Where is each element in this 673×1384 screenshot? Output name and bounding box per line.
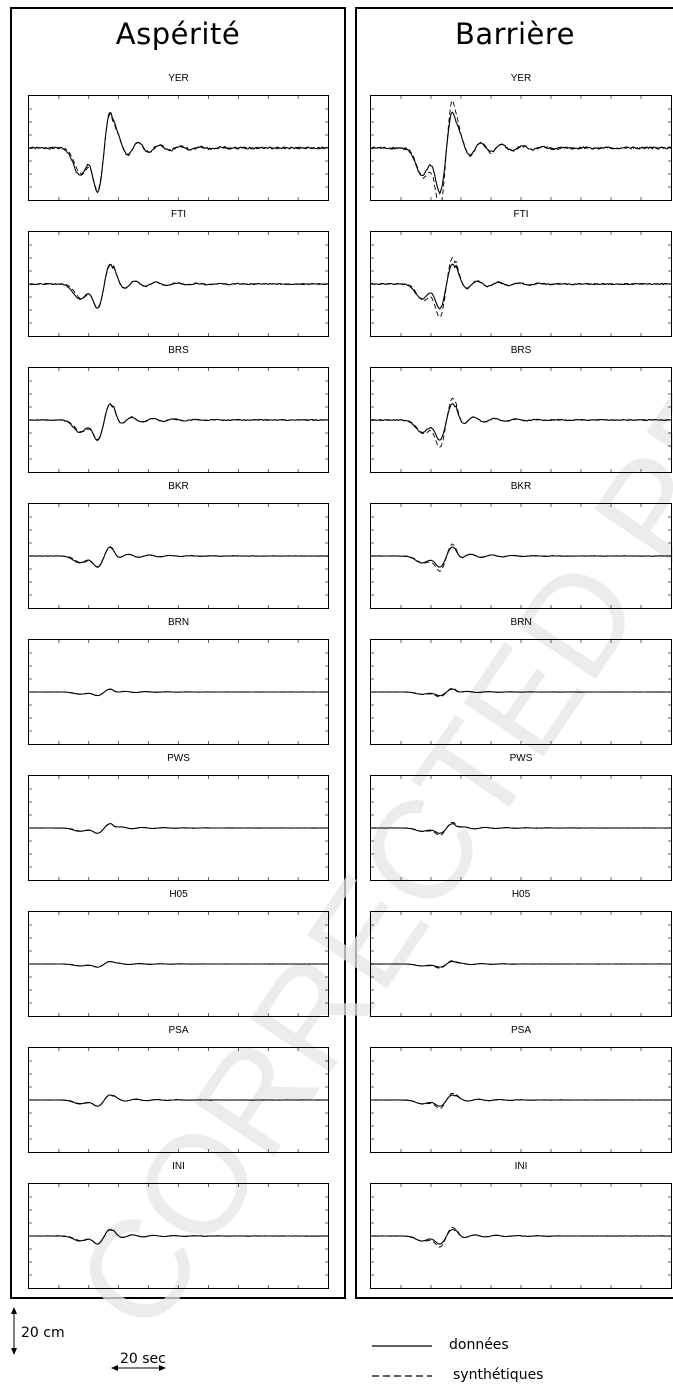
trace-plot-brs (370, 367, 672, 473)
trace-svg (371, 640, 671, 744)
trace-svg (371, 504, 671, 608)
trace-plot-pws (370, 775, 672, 881)
synthetic-trace (371, 1092, 671, 1109)
synthetic-trace (29, 113, 328, 192)
trace-plot-yer (28, 95, 329, 201)
synthetic-trace (371, 397, 671, 448)
data-trace (29, 546, 328, 568)
trace-svg (371, 912, 671, 1016)
data-trace (29, 1094, 328, 1107)
data-trace (371, 1228, 671, 1245)
trace-svg (371, 368, 671, 472)
trace-plot-fti (28, 231, 329, 337)
legend-synthetic-label: synthétiques (453, 1367, 544, 1383)
station-label: PWS (167, 753, 190, 764)
trace-plot-brn (28, 639, 329, 745)
time-scale-label: 20 sec (120, 1351, 166, 1367)
data-trace (371, 1094, 671, 1107)
station-label: FTI (171, 209, 186, 220)
data-trace (29, 1229, 328, 1245)
synthetic-trace (371, 960, 671, 969)
panel-barrier: Barrière (355, 7, 673, 1299)
station-label: FTI (513, 209, 529, 220)
station-label: PSA (510, 1025, 531, 1036)
trace-svg (29, 640, 328, 744)
synthetic-trace (29, 688, 328, 696)
trace-svg (29, 1184, 328, 1288)
synthetic-trace (371, 99, 671, 200)
data-trace (371, 403, 671, 441)
trace-plot-psa (28, 1047, 329, 1153)
amplitude-scale-label: 20 cm (21, 1325, 65, 1341)
synthetic-trace (29, 961, 328, 968)
data-trace (371, 546, 671, 568)
data-trace (29, 263, 328, 309)
synthetic-trace (371, 1226, 671, 1248)
station-label: H05 (169, 889, 188, 900)
trace-plot-yer (370, 95, 672, 201)
station-label: BKR (510, 481, 532, 492)
station-label: PWS (509, 753, 533, 764)
station-label: INI (172, 1161, 185, 1172)
synthetic-trace (29, 264, 328, 309)
trace-svg (371, 776, 671, 880)
scale-bars (11, 1307, 432, 1377)
trace-svg (371, 1184, 671, 1288)
trace-svg (371, 96, 671, 200)
station-label: BRN (510, 617, 532, 628)
trace-plot-ini (28, 1183, 329, 1289)
station-label: INI (514, 1161, 528, 1172)
data-trace (371, 111, 671, 195)
trace-plot-brs (28, 367, 329, 473)
data-trace (371, 823, 671, 834)
station-label: BRS (168, 345, 189, 356)
synthetic-trace (371, 821, 671, 836)
station-label: YER (168, 73, 189, 84)
synthetic-trace (371, 687, 671, 698)
panel-title: Aspérité (115, 17, 241, 51)
data-trace (29, 111, 328, 194)
station-label: BKR (168, 481, 189, 492)
trace-plot-fti (370, 231, 672, 337)
trace-plot-h05 (28, 911, 329, 1017)
trace-svg (371, 1048, 671, 1152)
trace-svg (29, 368, 328, 472)
trace-plot-bkr (28, 503, 329, 609)
trace-svg (29, 96, 328, 200)
trace-svg (371, 232, 671, 336)
trace-svg (29, 776, 328, 880)
station-label: BRN (167, 617, 190, 628)
trace-plot-ini (370, 1183, 672, 1289)
trace-plot-brn (370, 639, 672, 745)
legend-data-label: données (449, 1337, 509, 1353)
trace-svg (29, 1048, 328, 1152)
synthetic-trace (29, 403, 328, 441)
trace-plot-bkr (370, 503, 672, 609)
synthetic-trace (29, 1094, 328, 1107)
panel-title: Barrière (454, 17, 576, 51)
station-label: BRS (510, 345, 532, 356)
data-trace (371, 263, 671, 310)
trace-svg (29, 232, 328, 336)
synthetic-trace (29, 823, 328, 834)
synthetic-trace (371, 543, 671, 573)
synthetic-trace (371, 256, 671, 318)
station-label: H05 (511, 889, 531, 900)
trace-plot-h05 (370, 911, 672, 1017)
data-trace (29, 402, 328, 442)
station-label: PSA (168, 1025, 189, 1036)
trace-plot-pws (28, 775, 329, 881)
trace-svg (29, 912, 328, 1016)
trace-plot-psa (370, 1047, 672, 1153)
station-label: YER (510, 73, 532, 84)
synthetic-trace (29, 546, 328, 568)
synthetic-trace (29, 1229, 328, 1245)
trace-svg (29, 504, 328, 608)
panel-asperity: Aspérité (10, 7, 346, 1299)
